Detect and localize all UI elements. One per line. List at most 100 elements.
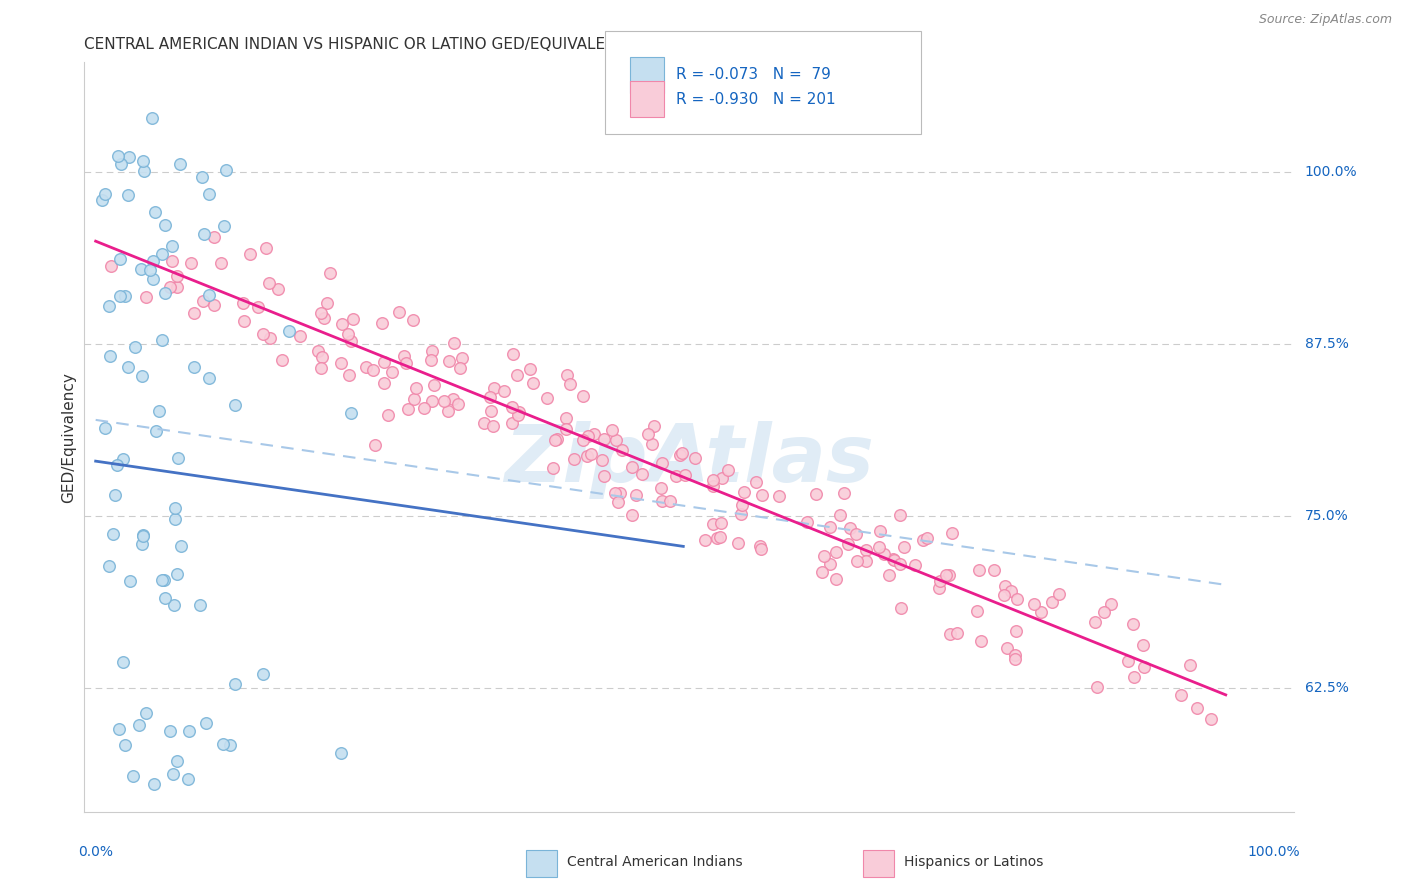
- Point: [671, 446, 693, 460]
- Point: [419, 353, 441, 368]
- Point: [177, 723, 200, 738]
- Point: [1092, 605, 1115, 619]
- Point: [340, 406, 363, 420]
- Point: [162, 766, 184, 780]
- Point: [620, 508, 643, 523]
- Point: [993, 588, 1015, 602]
- Point: [267, 282, 290, 296]
- Point: [177, 772, 200, 786]
- Point: [197, 287, 219, 301]
- Point: [665, 468, 688, 483]
- Point: [811, 565, 834, 579]
- Point: [626, 488, 648, 502]
- Point: [733, 485, 755, 500]
- Point: [162, 253, 184, 268]
- Text: 75.0%: 75.0%: [1305, 509, 1348, 523]
- Point: [180, 256, 202, 270]
- Point: [706, 532, 728, 546]
- Point: [143, 777, 166, 791]
- Point: [401, 313, 423, 327]
- Point: [889, 557, 911, 571]
- Point: [153, 218, 176, 232]
- Point: [609, 485, 631, 500]
- Point: [110, 157, 132, 171]
- Point: [339, 334, 361, 349]
- Point: [1040, 594, 1063, 608]
- Point: [966, 605, 988, 619]
- Point: [114, 289, 136, 303]
- Point: [1122, 617, 1144, 632]
- Point: [602, 423, 624, 437]
- Point: [198, 186, 221, 201]
- Point: [855, 542, 877, 557]
- Point: [120, 574, 142, 588]
- Point: [342, 311, 364, 326]
- Point: [193, 293, 215, 308]
- Point: [254, 241, 277, 255]
- Point: [135, 706, 157, 720]
- Point: [1024, 597, 1046, 611]
- Point: [506, 368, 529, 382]
- Point: [917, 532, 939, 546]
- Point: [316, 296, 339, 310]
- Point: [970, 634, 993, 648]
- Point: [544, 433, 567, 447]
- Point: [717, 463, 740, 477]
- Point: [839, 521, 862, 535]
- Point: [818, 557, 841, 571]
- Point: [166, 269, 188, 284]
- Point: [169, 539, 191, 553]
- Point: [658, 493, 681, 508]
- Point: [928, 582, 950, 596]
- Point: [1085, 680, 1108, 694]
- Point: [132, 163, 155, 178]
- Point: [212, 219, 235, 233]
- Point: [1199, 713, 1222, 727]
- Point: [824, 572, 846, 586]
- Point: [572, 433, 595, 447]
- Point: [562, 451, 585, 466]
- Point: [311, 350, 333, 364]
- Point: [139, 263, 162, 277]
- Point: [546, 432, 568, 446]
- Point: [132, 529, 155, 543]
- Text: R = -0.073   N =  79: R = -0.073 N = 79: [676, 68, 831, 82]
- Text: 100.0%: 100.0%: [1247, 846, 1299, 859]
- Point: [128, 717, 150, 731]
- Point: [555, 411, 578, 425]
- Point: [640, 437, 662, 451]
- Point: [938, 567, 960, 582]
- Point: [576, 429, 599, 443]
- Point: [135, 289, 157, 303]
- Point: [402, 392, 425, 407]
- Point: [166, 279, 188, 293]
- Point: [1004, 648, 1026, 663]
- Point: [702, 473, 724, 487]
- Point: [413, 401, 436, 416]
- Point: [575, 450, 598, 464]
- Point: [142, 271, 165, 285]
- Text: 62.5%: 62.5%: [1305, 681, 1348, 695]
- Point: [1187, 701, 1209, 715]
- Point: [163, 598, 186, 612]
- Point: [183, 359, 205, 374]
- Point: [607, 495, 630, 509]
- Point: [107, 149, 129, 163]
- Point: [183, 306, 205, 320]
- Point: [364, 438, 387, 452]
- Point: [685, 451, 707, 466]
- Point: [100, 259, 122, 273]
- Point: [437, 354, 460, 368]
- Point: [555, 368, 578, 382]
- Point: [387, 305, 409, 319]
- Point: [889, 508, 911, 523]
- Point: [1132, 659, 1154, 673]
- Point: [131, 537, 153, 551]
- Point: [1118, 654, 1140, 668]
- Point: [709, 516, 731, 531]
- Point: [882, 552, 904, 566]
- Point: [167, 450, 190, 465]
- Point: [163, 501, 186, 516]
- Point: [813, 549, 835, 563]
- Point: [132, 153, 155, 168]
